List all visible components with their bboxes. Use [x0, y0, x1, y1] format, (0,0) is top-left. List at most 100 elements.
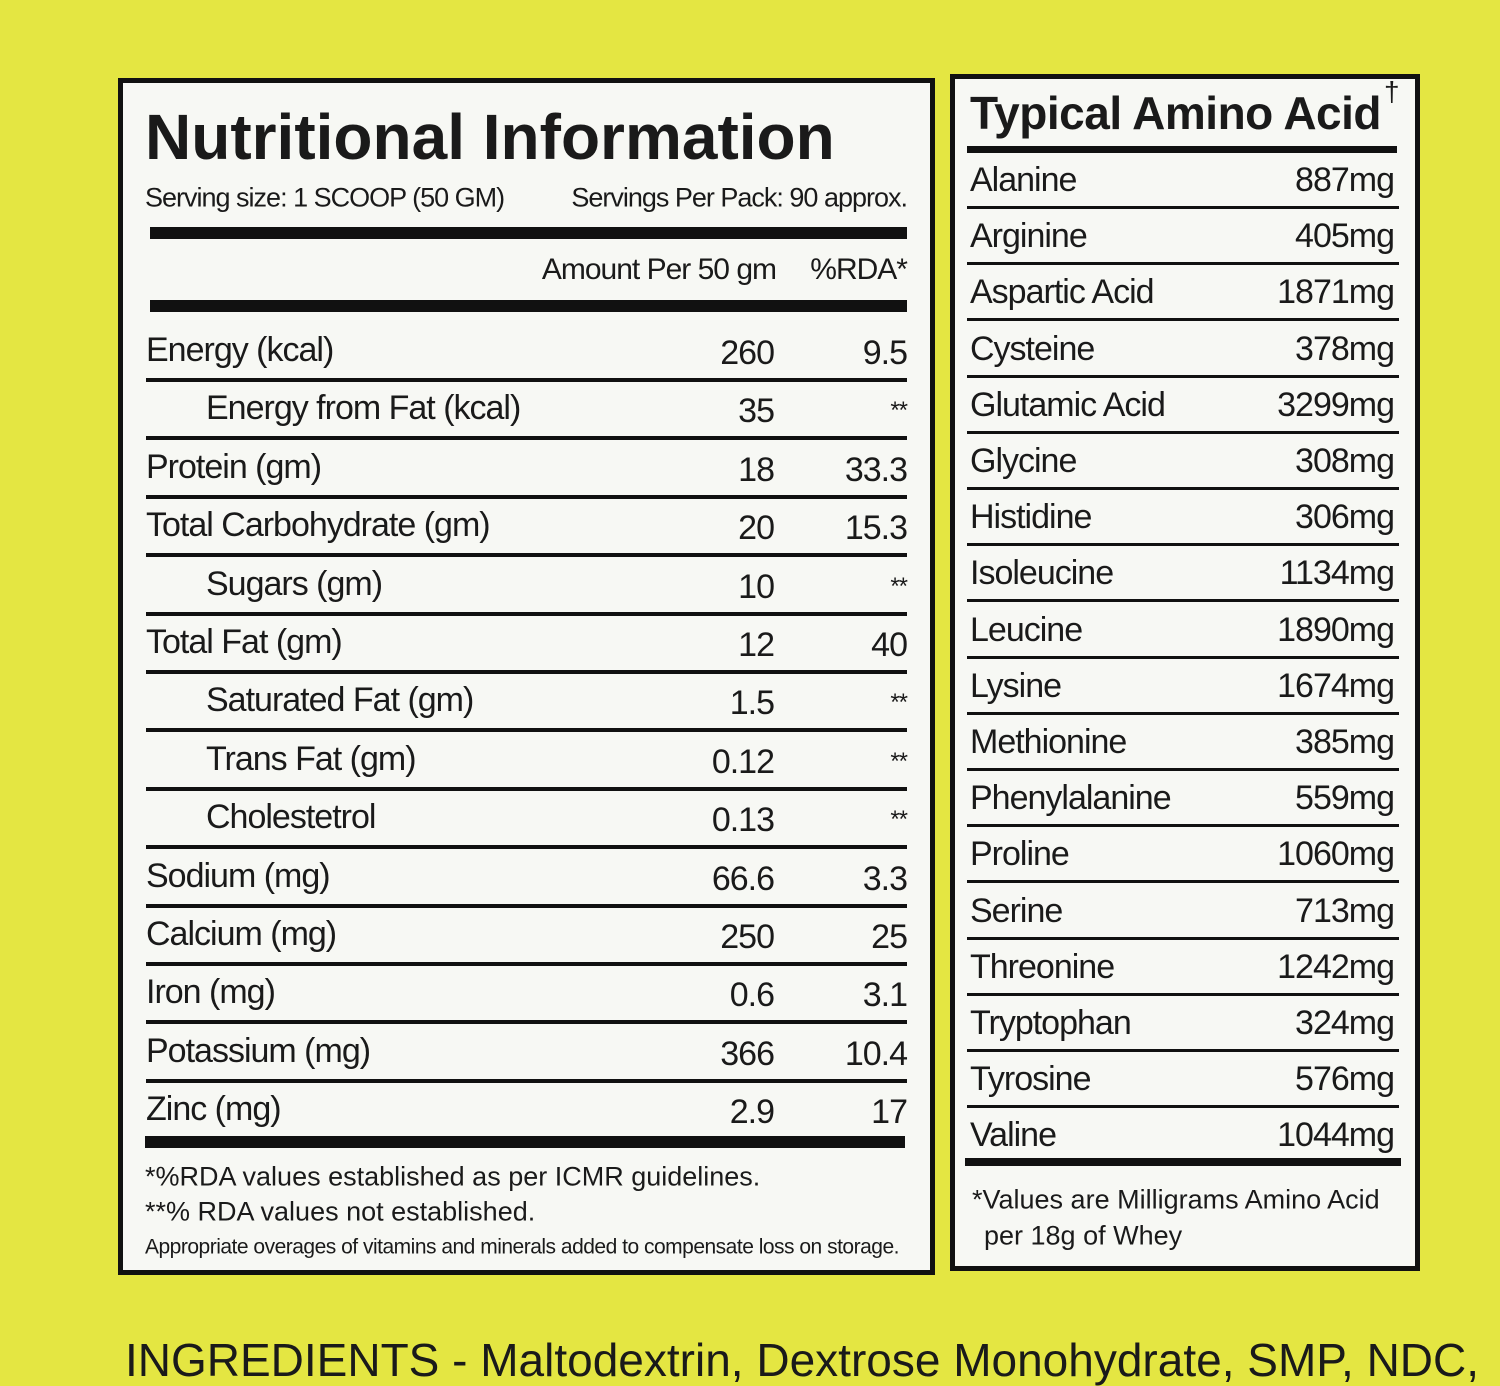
- nutrient-rda: 3.3: [862, 859, 908, 898]
- amino-panel: [950, 74, 1420, 1271]
- rule: [146, 378, 907, 382]
- nutrient-label: Saturated Fat (gm): [206, 681, 474, 720]
- rule: [146, 494, 907, 499]
- amino-name: Isoleucine: [970, 554, 1114, 593]
- amino-value: 385mg: [1295, 723, 1395, 761]
- rule: [967, 936, 1399, 940]
- nutrient-label: Total Fat (gm): [146, 623, 343, 661]
- rule: [967, 880, 1399, 884]
- amino-name: Aspartic Acid: [970, 273, 1155, 312]
- ingredients: INGREDIENTS - Maltodextrin, Dextrose Mon…: [125, 1334, 1480, 1386]
- nutrient-rda: **: [890, 397, 908, 425]
- nutrient-rda: 10.4: [844, 1034, 908, 1073]
- rule: [967, 1049, 1399, 1052]
- nutrient-rda: **: [890, 747, 908, 775]
- nutrient-label: Zinc (mg): [146, 1090, 282, 1129]
- amino-name: Lysine: [970, 666, 1062, 705]
- serving-size: Serving size: 1 SCOOP (50 GM): [145, 182, 505, 213]
- nutrient-label: Calcium (mg): [146, 915, 337, 953]
- rule: [146, 962, 907, 966]
- rule: [967, 374, 1399, 378]
- rule: [967, 599, 1399, 603]
- rule: [146, 670, 907, 674]
- rule: [967, 768, 1399, 771]
- amino-name: Alanine: [970, 161, 1077, 199]
- nutrient-amount: 66.6: [711, 859, 775, 898]
- amino-value: 1890mg: [1277, 610, 1395, 649]
- nutrient-label: Energy (kcal): [146, 331, 334, 369]
- nutrient-amount: 12: [738, 626, 775, 664]
- nutrient-rda: 15.3: [844, 509, 908, 548]
- amino-value: 1871mg: [1277, 273, 1395, 312]
- rule: [967, 543, 1399, 547]
- title-mark: †: [1384, 76, 1400, 107]
- amino-value: 1134mg: [1279, 554, 1395, 593]
- nutrient-amount: 0.13: [711, 801, 775, 840]
- rule: [146, 786, 907, 791]
- rule: [146, 728, 907, 733]
- nutrient-amount: 0.6: [729, 976, 775, 1015]
- rule: [967, 206, 1399, 209]
- amino-name: Cysteine: [970, 329, 1095, 368]
- servings-per-pack: Servings Per Pack: 90 approx.: [571, 182, 908, 213]
- amino-name: Phenylalanine: [970, 779, 1172, 818]
- amino-value: 3299mg: [1277, 385, 1395, 424]
- rule: [967, 992, 1399, 996]
- amino-value: 559mg: [1295, 779, 1395, 818]
- rule: [146, 845, 907, 850]
- footnote: **% RDA values not established.: [145, 1196, 536, 1227]
- amino-value: 324mg: [1295, 1004, 1395, 1042]
- rule: [146, 1020, 907, 1025]
- nutrient-amount: 250: [720, 918, 775, 956]
- nutrient-label: Cholestetrol: [206, 798, 376, 837]
- rule: [967, 487, 1399, 490]
- rule: [150, 227, 907, 239]
- rule: [967, 146, 1397, 153]
- footnote: Appropriate overages of vitamins and min…: [145, 1235, 899, 1259]
- panel-title: Nutritional Information: [145, 101, 835, 173]
- nutrient-amount: 366: [720, 1034, 775, 1073]
- rule: [967, 824, 1399, 828]
- rule: [967, 262, 1399, 266]
- nutrient-label: Iron (mg): [146, 973, 276, 1012]
- rule: [145, 1136, 905, 1148]
- nutrient-amount: 18: [738, 450, 775, 489]
- amino-value: 1060mg: [1277, 835, 1395, 874]
- panel-title: Typical Amino Acid: [970, 87, 1382, 139]
- footnote: per 18g of Whey: [984, 1220, 1183, 1251]
- amino-name: Proline: [970, 835, 1070, 874]
- rule: [150, 300, 907, 312]
- nutrient-rda: 3.1: [862, 976, 908, 1015]
- nutrient-rda: **: [890, 689, 908, 717]
- amino-name: Tryptophan: [970, 1004, 1132, 1042]
- amino-value: 308mg: [1295, 442, 1395, 480]
- column-header: Amount Per 50 gm: [541, 253, 777, 286]
- amino-name: Glutamic Acid: [970, 385, 1166, 424]
- nutrient-rda: 17: [871, 1093, 908, 1132]
- amino-name: Tyrosine: [970, 1060, 1091, 1099]
- amino-value: 1044mg: [1277, 1116, 1395, 1155]
- column-header: %RDA*: [810, 253, 908, 286]
- nutrient-amount: 10: [738, 567, 775, 606]
- footnote: *Values are Milligrams Amino Acid: [972, 1184, 1380, 1215]
- amino-name: Leucine: [970, 610, 1083, 649]
- nutrient-label: Sugars (gm): [206, 564, 383, 603]
- nutrient-amount: 0.12: [711, 742, 775, 781]
- nutrient-amount: 2.9: [729, 1093, 775, 1132]
- nutrient-amount: 20: [738, 509, 775, 548]
- rule: [146, 436, 907, 441]
- rule: [146, 1078, 907, 1083]
- amino-name: Histidine: [970, 498, 1092, 537]
- amino-value: 1674mg: [1277, 666, 1395, 705]
- nutrient-rda: 9.5: [862, 334, 908, 372]
- nutrient-rda: 33.3: [844, 450, 908, 489]
- amino-name: Serine: [970, 891, 1063, 930]
- nutrient-label: Trans Fat (gm): [206, 739, 417, 778]
- nutrient-amount: 35: [738, 392, 775, 431]
- rule: [146, 553, 907, 558]
- amino-name: Threonine: [970, 947, 1115, 986]
- amino-value: 887mg: [1295, 161, 1395, 199]
- amino-name: Methionine: [970, 723, 1127, 761]
- footnote: *%RDA values established as per ICMR gui…: [145, 1161, 761, 1192]
